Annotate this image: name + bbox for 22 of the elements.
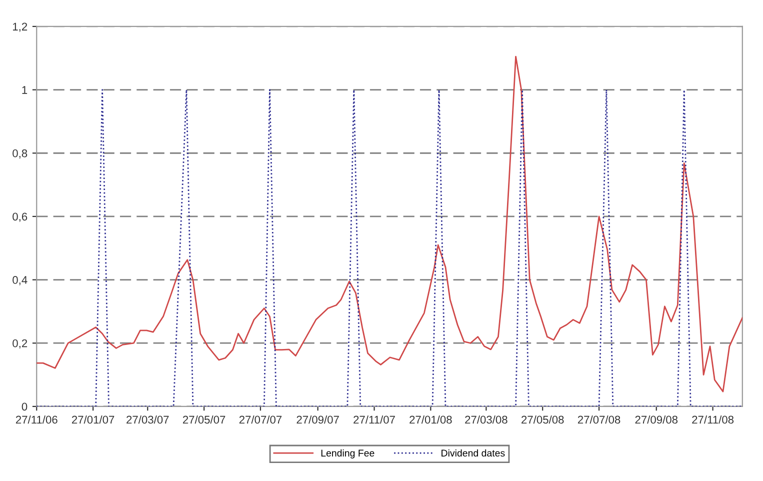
x-tick-label: 27/11/08 [692,415,734,424]
x-tick-label: 27/03/08 [465,415,508,424]
x-tick-label: 27/07/08 [578,415,620,424]
y-tick-label: 0 [22,402,28,411]
x-tick-label: 27/01/08 [410,415,452,424]
x-tick-label: 27/07/07 [239,415,282,424]
y-tick-label: 1 [22,86,28,94]
x-tick-label: 27/11/07 [354,415,395,424]
legend-label: Lending Fee [321,449,374,458]
x-tick-label: 27/09/07 [296,415,339,424]
y-tick-label: 0,6 [12,212,28,222]
legend-label: Dividend dates [442,449,505,457]
y-tick-label: 0,2 [12,339,28,349]
x-tick-label: 27/03/07 [126,415,169,424]
x-tick-label: 27/05/07 [182,415,226,424]
y-tick-label: 1,2 [13,22,28,32]
x-tick-label: 27/11/06 [16,415,58,424]
y-tick-label: 0,8 [12,149,28,159]
x-tick-label: 27/09/08 [635,415,678,424]
x-tick-label: 27/05/08 [522,415,564,424]
x-tick-label: 27/01/07 [72,415,114,424]
y-tick-label: 0,4 [12,276,28,286]
